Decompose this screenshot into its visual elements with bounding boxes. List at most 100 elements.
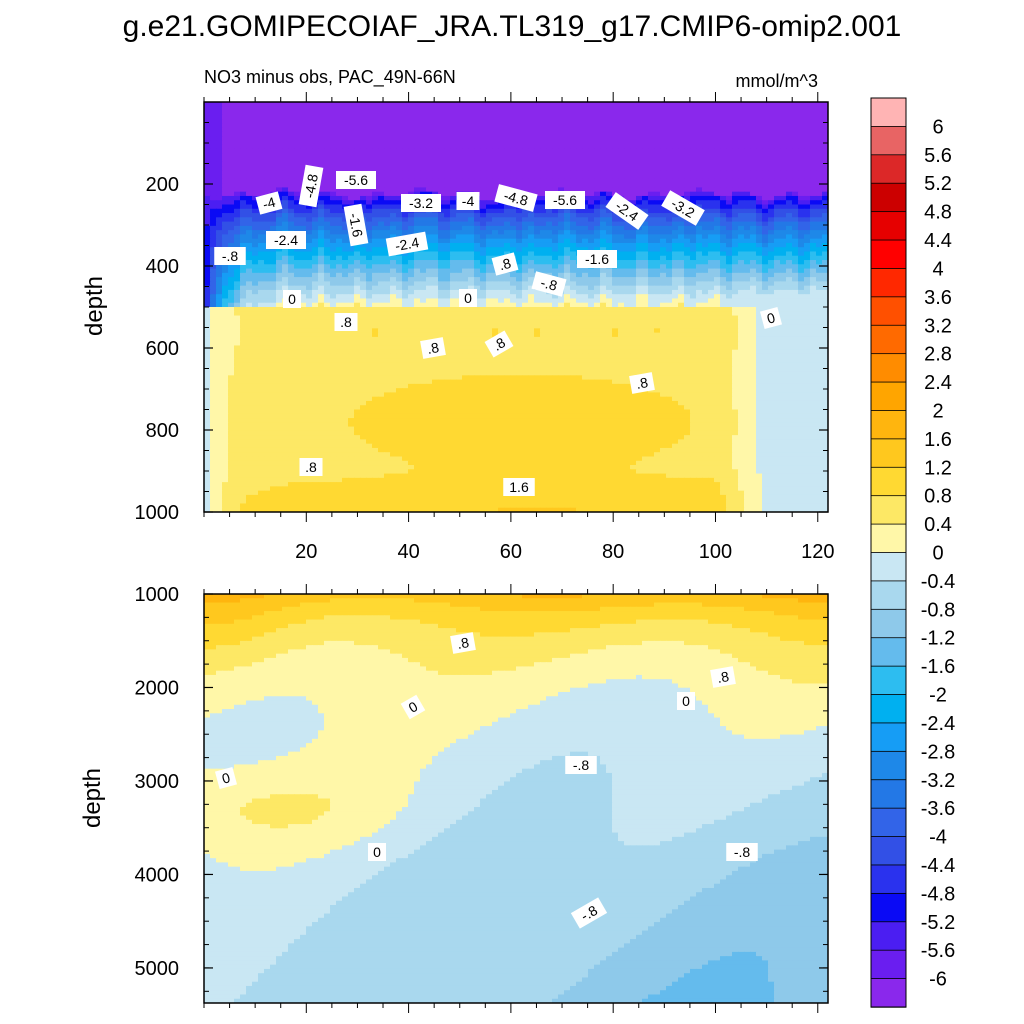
y-tick-label: 5000 <box>135 958 180 980</box>
x-tick-label: 100 <box>699 541 732 563</box>
contour-label: -3.2 <box>401 194 441 212</box>
colorbar-label: -2.8 <box>921 741 955 763</box>
colorbar-swatch <box>870 438 907 468</box>
contour-label: -1.6 <box>577 250 617 268</box>
colorbar-label: -0.8 <box>921 599 955 621</box>
contour-label: 1.6 <box>503 478 535 496</box>
colorbar-label: 4.8 <box>924 202 952 224</box>
contour-label: 0 <box>459 289 477 307</box>
x-tick-label: 20 <box>295 541 317 563</box>
contour-label: 0 <box>677 692 695 710</box>
contour-label: -2.4 <box>266 231 306 249</box>
y-axis-label-upper: depth <box>81 276 108 336</box>
colorbar-label: 0.8 <box>924 486 952 508</box>
contour-label: .8 <box>491 252 519 276</box>
contour-label: -4 <box>255 191 283 215</box>
contour-label: -2.4 <box>385 231 429 257</box>
contour-label: 0 <box>283 290 301 308</box>
colorbar-label: 6 <box>932 116 943 138</box>
contour-label: .8 <box>299 458 323 476</box>
colorbar-label: -3.6 <box>921 798 955 820</box>
x-tick-label: 40 <box>397 541 419 563</box>
contour-label: -.8 <box>531 271 567 297</box>
colorbar-label: 1.2 <box>924 457 952 479</box>
contour-label: .8 <box>450 632 476 654</box>
colorbar-swatch <box>870 381 907 412</box>
y-tick-label: 3000 <box>135 771 180 793</box>
contour-label: -4.8 <box>298 164 324 208</box>
contour-label: .8 <box>334 313 358 331</box>
colorbar-swatch <box>870 637 907 667</box>
colorbar-label: 0.4 <box>924 514 952 536</box>
colorbar-swatch <box>870 211 907 241</box>
colorbar-label: 1.6 <box>924 429 952 451</box>
colorbar-label: -4 <box>929 827 947 849</box>
colorbar-swatch <box>870 268 907 298</box>
contour-label: -.8 <box>570 897 608 929</box>
colorbar-swatch <box>870 324 907 355</box>
colorbar-swatch <box>870 779 907 809</box>
colorbar-swatch <box>870 552 907 582</box>
colorbar-label: 4 <box>932 258 943 280</box>
colorbar-label: 5.2 <box>924 173 952 195</box>
contour-label: -1.6 <box>343 203 369 247</box>
colorbar-label: -5.2 <box>921 912 955 934</box>
colorbar-label: -1.6 <box>921 656 955 678</box>
colorbar-swatch <box>870 126 907 156</box>
subtitle-left: NO3 minus obs, PAC_49N-66N <box>204 67 456 88</box>
contour-label: -4.8 <box>494 184 538 212</box>
colorbar-swatch <box>870 836 907 866</box>
colorbar-swatch <box>870 694 907 724</box>
colorbar-swatch <box>870 750 907 781</box>
colorbar-label: -4.4 <box>921 855 955 877</box>
contour-label: .8 <box>629 372 655 394</box>
colorbar-swatch <box>870 296 907 326</box>
contour-label: -4 <box>456 192 480 210</box>
y-tick-label: 1000 <box>135 502 180 524</box>
colorbar-label: 2 <box>932 400 943 422</box>
contour-label: .8 <box>710 666 736 688</box>
colorbar-swatch <box>870 580 907 611</box>
colorbar-swatch <box>870 665 907 696</box>
colorbar: 6 5.6 5.2 4.8 4.4 4 3.6 3.2 2.8 2.4 2 1.6 1.2 0.8 0.4 0… <box>870 97 955 1008</box>
colorbar-label: 0 <box>932 543 943 565</box>
colorbar-swatch <box>870 353 907 383</box>
colorbar-swatch <box>870 949 907 980</box>
colorbar-label: -2 <box>929 685 947 707</box>
colorbar-swatch <box>870 892 907 923</box>
contour-label: 0 <box>214 766 238 790</box>
colorbar-swatch <box>870 495 907 525</box>
colorbar-label: 3.6 <box>924 287 952 309</box>
y-tick-label: 1000 <box>135 584 180 606</box>
colorbar-label: 2.8 <box>924 344 952 366</box>
contour-label: 0 <box>368 843 386 861</box>
colorbar-label: -3.2 <box>921 770 955 792</box>
y-axis-label-lower: depth <box>79 768 106 828</box>
y-tick-label: 600 <box>146 338 179 360</box>
colorbar-label: -0.4 <box>921 571 955 593</box>
colorbar-label: 4.4 <box>924 230 952 252</box>
contour-label: -5.6 <box>336 171 376 189</box>
colorbar-swatch <box>870 466 907 497</box>
colorbar-swatch <box>870 921 907 951</box>
figure-title: g.e21.GOMIPECOIAF_JRA.TL319_g17.CMIP6-om… <box>123 10 902 43</box>
colorbar-swatch <box>870 154 907 184</box>
y-tick-label: 4000 <box>135 864 180 886</box>
contour-label: -.8 <box>726 843 758 861</box>
colorbar-swatch <box>870 523 907 554</box>
colorbar-label: -6 <box>929 969 947 991</box>
colorbar-label: 2.4 <box>924 372 952 394</box>
contour-field <box>204 594 828 1003</box>
colorbar-label: -5.6 <box>921 940 955 962</box>
colorbar-swatch <box>870 239 907 270</box>
colorbar-frame <box>870 97 907 1008</box>
colorbar-label: -1.2 <box>921 628 955 650</box>
colorbar-label: -4.8 <box>921 883 955 905</box>
contour-label: 0 <box>759 306 783 330</box>
colorbar-label: 3.2 <box>924 315 952 337</box>
y-tick-label: 400 <box>146 256 179 278</box>
colorbar-swatch <box>870 722 907 753</box>
x-tick-label: 120 <box>801 541 834 563</box>
